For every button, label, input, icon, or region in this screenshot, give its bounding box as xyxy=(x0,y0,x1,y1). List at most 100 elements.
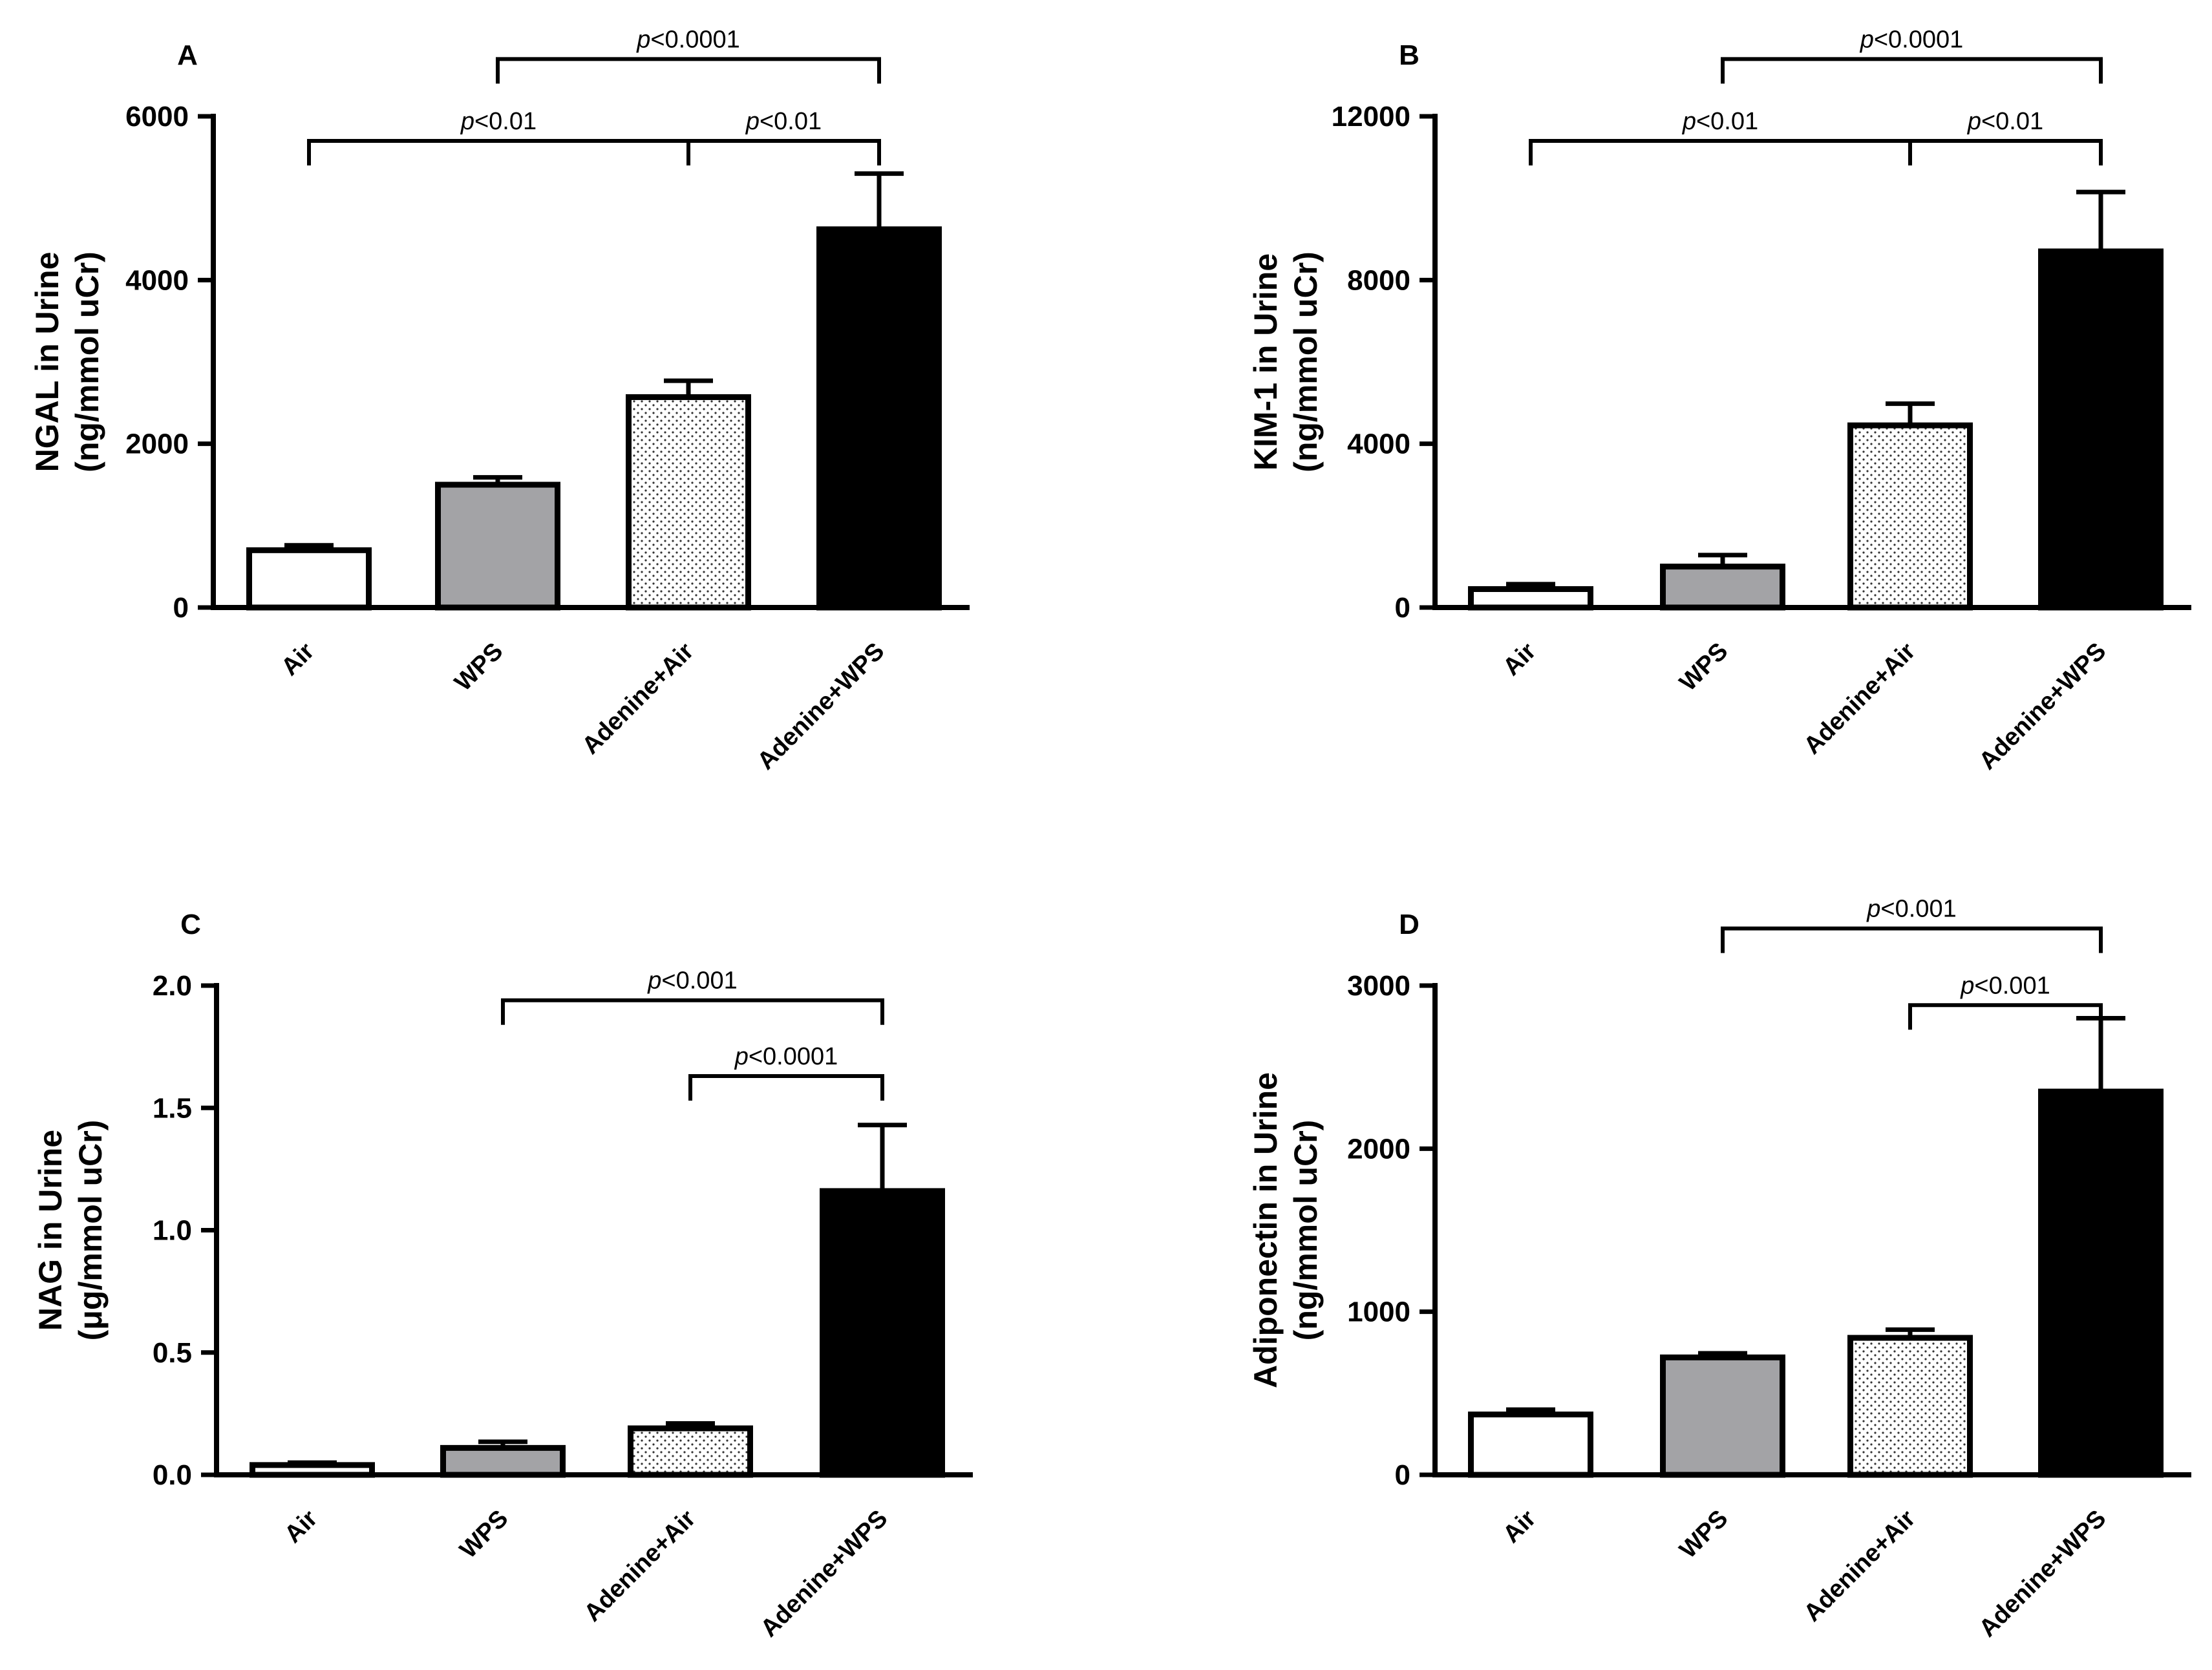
y-tick-label: 3000 xyxy=(1347,970,1410,1002)
panel-a: A NGAL in Urine (ng/mmol uCr) Air WPS Adenine… xyxy=(29,26,970,775)
y-tick-label: 0.0 xyxy=(153,1459,192,1491)
bar-wps xyxy=(1660,564,1785,611)
x-tick-label: WPS xyxy=(454,1505,513,1564)
y-tick-label: 0.5 xyxy=(153,1337,192,1369)
y-tick-label: 2.0 xyxy=(153,970,192,1002)
x-tick-label: Adenine+WPS xyxy=(756,1505,893,1643)
bar-adenine-wps xyxy=(2038,1088,2164,1478)
p-symbol: p xyxy=(1960,972,1974,999)
p-value: <0.0001 xyxy=(650,26,739,53)
x-tick-label: Adenine+WPS xyxy=(752,638,890,776)
bar-adenine-air xyxy=(628,1425,753,1478)
bar-adenine-wps xyxy=(816,226,942,611)
p-value: <0.0001 xyxy=(749,1043,838,1070)
panel-d: D Adiponectin in Urine (ng/mmol uCr) Air WPS… xyxy=(1248,896,2191,1643)
bar-air xyxy=(1468,586,1593,611)
x-tick-label: WPS xyxy=(1674,638,1733,697)
p-value-label: p<0.0001 xyxy=(1860,26,1964,53)
y-tick-label: 4000 xyxy=(1347,428,1410,460)
bar-wps xyxy=(435,481,560,611)
significance-bracket xyxy=(1721,57,2103,84)
p-value: <0.01 xyxy=(474,108,537,135)
x-tick-label: Adenine+Air xyxy=(577,638,699,760)
p-value: <0.01 xyxy=(760,108,822,135)
bar-adenine-air xyxy=(1847,422,1973,611)
y-axis-title: KIM-1 in Urine xyxy=(1248,253,1284,470)
y-tick-label: 1000 xyxy=(1347,1296,1410,1328)
p-symbol: p xyxy=(745,108,760,135)
p-symbol: p xyxy=(636,26,650,53)
p-value-label: p<0.0001 xyxy=(734,1043,838,1070)
significance-bracket xyxy=(1908,139,2103,165)
p-value-label: p<0.001 xyxy=(1960,972,2050,999)
y-tick-label: 0 xyxy=(1395,592,1410,624)
p-value: <0.001 xyxy=(1880,896,1956,923)
p-value: <0.01 xyxy=(1696,108,1758,135)
y-tick-label: 6000 xyxy=(125,101,189,132)
y-tick-label: 2000 xyxy=(1347,1133,1410,1165)
p-symbol: p xyxy=(1866,896,1880,923)
x-tick-label: Adenine+WPS xyxy=(1974,1505,2112,1643)
bar-adenine-wps xyxy=(820,1188,945,1478)
significance-bracket xyxy=(688,1074,884,1101)
x-tick-label: Air xyxy=(1498,1505,1541,1548)
bar-air xyxy=(1468,1411,1593,1478)
p-value-label: p<0.01 xyxy=(1967,108,2043,135)
significance-bracket xyxy=(501,998,884,1025)
y-axis-title: Adiponectin in Urine xyxy=(1248,1072,1284,1388)
x-tick-label: Adenine+Air xyxy=(1799,638,1921,760)
y-axis-title: NGAL in Urine xyxy=(29,252,65,472)
p-value-label: p<0.01 xyxy=(1682,108,1758,135)
x-tick-label: Adenine+Air xyxy=(579,1505,701,1627)
y-tick-label: 2000 xyxy=(125,428,189,460)
p-value-label: p<0.0001 xyxy=(636,26,740,53)
p-symbol: p xyxy=(1682,108,1696,135)
p-value-label: p<0.001 xyxy=(647,967,737,995)
p-symbol: p xyxy=(460,108,474,135)
bar-adenine-air xyxy=(626,394,751,611)
panel-letter: D xyxy=(1399,909,1420,940)
x-tick-label: Air xyxy=(1498,638,1541,681)
y-axis-unit: (μg/mmol uCr) xyxy=(72,1120,109,1341)
p-value-label: p<0.01 xyxy=(745,108,822,135)
p-symbol: p xyxy=(1860,26,1874,53)
x-tick-label: Adenine+Air xyxy=(1799,1505,1921,1627)
p-symbol: p xyxy=(647,967,661,995)
significance-bracket xyxy=(1529,139,1912,165)
y-tick-label: 4000 xyxy=(125,264,189,296)
y-tick-label: 0 xyxy=(1395,1459,1410,1491)
p-value: <0.001 xyxy=(1974,972,2050,999)
y-axis-unit: (ng/mmol uCr) xyxy=(1288,251,1324,472)
p-value-label: p<0.001 xyxy=(1866,896,1956,923)
panel-letter: A xyxy=(177,39,198,71)
x-tick-label: WPS xyxy=(1674,1505,1733,1564)
bar-air xyxy=(246,547,372,611)
panel-letter: C xyxy=(180,909,201,940)
p-symbol: p xyxy=(734,1043,749,1070)
y-axis-unit: (ng/mmol uCr) xyxy=(69,251,105,472)
bar-adenine-wps xyxy=(2038,248,2164,611)
p-symbol: p xyxy=(1967,108,1981,135)
x-tick-label: Air xyxy=(276,638,319,681)
y-tick-label: 1.0 xyxy=(153,1215,192,1247)
p-value: <0.001 xyxy=(661,967,737,995)
x-tick-label: WPS xyxy=(449,638,508,697)
significance-bracket xyxy=(307,139,690,165)
panel-letter: B xyxy=(1399,39,1420,71)
y-axis-unit: (ng/mmol uCr) xyxy=(1288,1120,1324,1341)
p-value: <0.01 xyxy=(1981,108,2043,135)
bar-wps xyxy=(440,1444,566,1478)
x-tick-label: Air xyxy=(279,1505,323,1548)
p-value: <0.0001 xyxy=(1874,26,1963,53)
y-tick-label: 0 xyxy=(173,592,189,624)
p-value-label: p<0.01 xyxy=(460,108,537,135)
significance-bracket xyxy=(686,139,881,165)
panel-c: C NAG in Urine (μg/mmol uCr) Air WPS Adenine+… xyxy=(32,909,973,1642)
bar-wps xyxy=(1660,1354,1785,1478)
significance-bracket xyxy=(1908,1003,2103,1030)
bar-adenine-air xyxy=(1847,1335,1973,1478)
y-axis-title: NAG in Urine xyxy=(32,1130,69,1331)
y-tick-label: 1.5 xyxy=(153,1092,192,1124)
y-tick-label: 12000 xyxy=(1332,101,1410,132)
x-tick-label: Adenine+WPS xyxy=(1974,638,2112,776)
